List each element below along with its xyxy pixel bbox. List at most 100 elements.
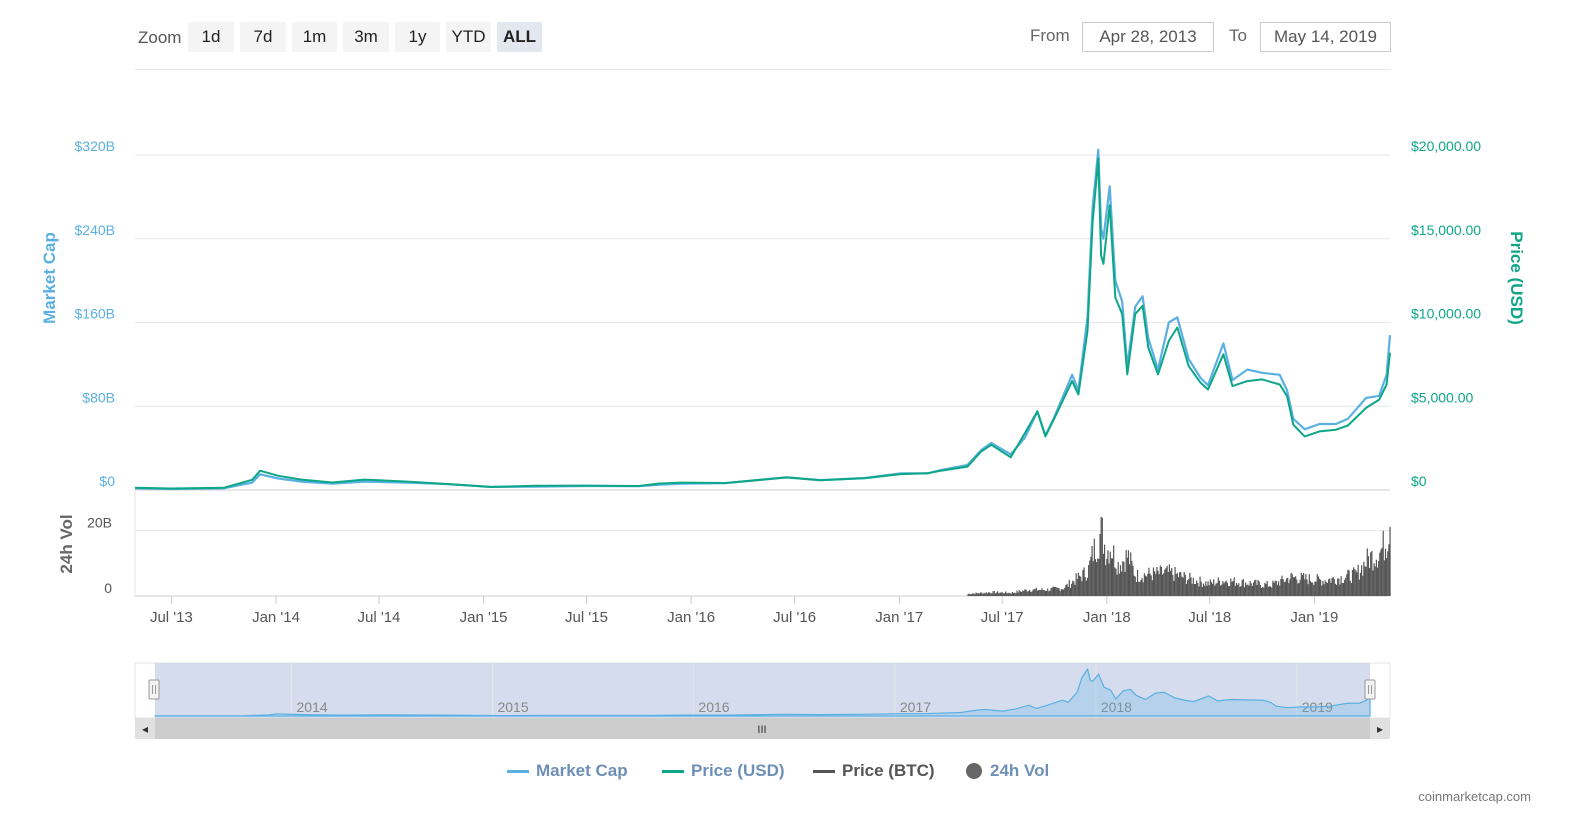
volume-bar [1118,573,1120,596]
legend-item-price-btc[interactable]: Price (BTC) [813,758,935,784]
volume-bar [1012,592,1015,596]
volume-bar [1084,577,1086,596]
volume-bar [1330,582,1332,596]
zoom-1d-button[interactable]: 1d [188,22,234,52]
volume-bar [1005,591,1007,596]
volume-bar [1043,590,1045,596]
volume-bar [1347,569,1349,596]
market-cap-tick-label: $80B [82,389,115,405]
to-date-input[interactable]: May 14, 2019 [1260,22,1391,52]
navigator-right-handle[interactable] [1364,679,1376,700]
zoom-3m-button[interactable]: 3m [343,22,389,52]
volume-bar [1312,582,1314,596]
zoom-ytd-button[interactable]: YTD [446,22,491,52]
volume-bar [1342,583,1345,596]
volume-bar [1297,583,1299,596]
navigator-left-handle[interactable] [148,679,160,700]
volume-bar [1200,581,1202,596]
volume-bar [976,593,978,596]
volume-bar [1258,581,1260,596]
volume-bar [1302,573,1305,596]
from-date-input[interactable]: Apr 28, 2013 [1082,22,1214,52]
volume-bar [1114,567,1116,596]
zoom-1m-button[interactable]: 1m [292,22,337,52]
volume-bar [1313,584,1315,596]
volume-bar [1168,564,1170,596]
volume-bar [1006,592,1008,596]
volume-bar [1136,569,1139,596]
volume-bar [1299,579,1301,596]
volume-bar [972,593,974,596]
legend-item-market-cap[interactable]: Market Cap [507,758,628,784]
market-cap-line [134,148,1392,491]
navigator-selection[interactable] [155,663,1370,718]
x-tick-label: Jan '18 [1083,609,1131,626]
volume-bar [1140,580,1142,596]
scrollbar-thumb[interactable] [155,718,1370,739]
volume-bar [1154,571,1156,596]
volume-bar [1331,578,1333,596]
navigator-scrollbar[interactable]: ◂ III ▸ [135,718,1390,739]
zoom-1y-button[interactable]: 1y [395,22,440,52]
volume-bar [986,593,989,596]
volume-bar [1202,583,1205,596]
volume-bar [1142,582,1144,596]
volume-bar [1194,583,1197,596]
volume-bar [1019,591,1022,596]
credit-link[interactable]: coinmarketcap.com [1418,789,1531,804]
scroll-right-button[interactable] [1370,718,1390,739]
volume-bar [1030,591,1032,596]
volume-bar [1139,581,1141,596]
volume-bar [1212,583,1214,596]
legend-item-price-usd[interactable]: Price (USD) [662,758,785,784]
volume-bar [1359,572,1362,596]
volume-bar [1288,583,1290,596]
volume-tick-label: 20B [87,515,112,531]
volume-bar [1034,589,1036,596]
volume-bar [1186,580,1189,596]
chart-legend: Market Cap Price (USD) Price (BTC) 24h V… [0,758,1592,784]
zoom-7d-button[interactable]: 7d [240,22,286,52]
volume-bar [1262,586,1264,596]
volume-bar [1086,577,1089,596]
volume-bar [1263,587,1265,596]
volume-bar [974,594,976,596]
volume-bar [1078,575,1081,596]
volume-bar [1042,590,1044,596]
volume-bar [1066,583,1068,596]
volume-bar [1080,576,1082,596]
volume-bar [1284,581,1287,596]
scroll-left-button[interactable] [135,718,155,739]
zoom-all-button[interactable]: ALL [497,22,542,52]
chart-toolbar: Zoom 1d 7d 1m 3m 1y YTD ALL From Apr 28,… [0,0,1592,70]
volume-bar [1196,580,1198,596]
volume-bar [1010,593,1012,596]
volume-bar [1093,538,1095,596]
volume-bar [1185,583,1188,596]
volume-bar [1177,577,1180,596]
volume-bar [1382,530,1384,596]
volume-bar [1266,581,1268,596]
volume-bar [1141,578,1143,596]
volume-bar [1155,573,1157,596]
volume-bar [1295,576,1297,596]
volume-bar [1102,553,1105,596]
legend-item-24h-vol[interactable]: 24h Vol [966,758,1049,784]
volume-bar [1007,593,1009,596]
volume-bar [1360,565,1363,596]
volume-bar [1147,573,1149,596]
volume-bar [1387,551,1389,596]
range-navigator[interactable]: 2014 2015 2016 2017 2018 2019 [134,662,1391,719]
volume-bar [1218,580,1221,596]
volume-bar [1237,584,1239,596]
volume-bar [1175,573,1177,596]
volume-bar [1356,572,1358,596]
volume-bar [1064,587,1066,596]
x-tick-label: Jan '15 [460,609,508,626]
volume-bar [1107,550,1109,596]
volume-bar [1309,581,1312,596]
volume-bar [1165,568,1167,596]
volume-bar [1092,561,1094,596]
volume-bar [1346,574,1348,596]
volume-bar [1362,575,1364,596]
